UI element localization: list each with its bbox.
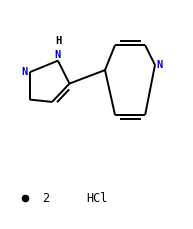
- Text: 2: 2: [42, 192, 49, 205]
- Text: HCl: HCl: [86, 192, 107, 205]
- Text: N: N: [55, 49, 61, 60]
- Text: H: H: [55, 36, 61, 46]
- Text: N: N: [22, 67, 28, 77]
- Text: N: N: [156, 60, 162, 70]
